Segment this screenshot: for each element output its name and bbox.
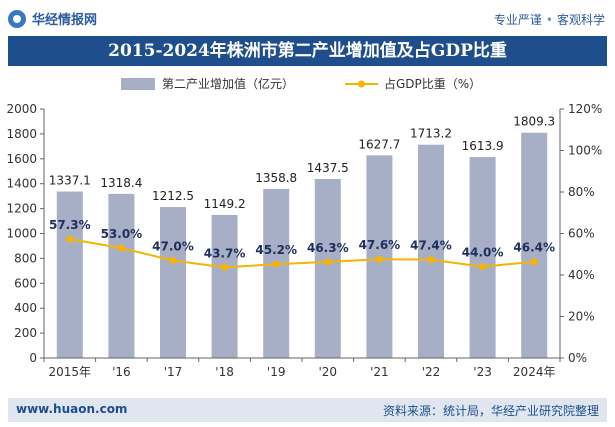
footer: www.huaon.com 资料来源：统计局，华经产业研究院整理 — [8, 398, 607, 422]
x-tick-label: '17 — [164, 365, 183, 379]
line-value-label: 46.3% — [307, 241, 349, 255]
line-point — [66, 235, 74, 243]
line-point — [324, 258, 332, 266]
y-left-tick-label: 1600 — [6, 152, 37, 166]
bar-value-label: 1627.7 — [358, 137, 400, 151]
y-right-tick-label: 80% — [568, 185, 595, 199]
y-left-tick-label: 1200 — [6, 202, 37, 216]
y-right-tick-label: 60% — [568, 227, 595, 241]
line-point — [117, 244, 125, 252]
line-value-label: 43.7% — [204, 246, 246, 260]
separator-dot-icon: • — [545, 13, 553, 27]
chart: 第二产业增加值（亿元） 占GDP比重（%） 0 200 400 600 800 1000 120… — [6, 76, 602, 379]
bar — [418, 144, 444, 358]
legend-line-marker — [358, 80, 365, 88]
x-tick-label: '18 — [215, 365, 234, 379]
x-tick-label: '16 — [112, 365, 131, 379]
legend-bar-swatch — [121, 78, 155, 90]
bar — [314, 179, 341, 358]
logo-icon — [8, 9, 26, 28]
line-value-label: 57.3% — [49, 218, 91, 232]
bar-value-label: 1613.9 — [462, 139, 504, 153]
line-value-label: 47.6% — [359, 238, 401, 252]
footer-source: 资料来源：统计局，华经产业研究院整理 — [382, 404, 599, 418]
bar-value-label: 1809.3 — [513, 115, 555, 129]
y-left-tick-label: 0 — [29, 351, 37, 365]
line-value-label: 53.0% — [101, 227, 143, 241]
y-left-tick-label: 800 — [14, 251, 37, 265]
bar — [160, 207, 186, 358]
y-left-tick-label: 1400 — [6, 177, 37, 191]
x-tick-label: '20 — [319, 365, 338, 379]
bar-value-label: 1358.8 — [255, 171, 297, 185]
x-tick-label: 2024年 — [513, 365, 556, 379]
line-point — [427, 256, 435, 264]
bar-value-label: 1149.2 — [204, 197, 246, 211]
x-tick-label: '22 — [422, 365, 441, 379]
line-point — [530, 258, 538, 266]
line-value-label: 47.0% — [152, 239, 194, 253]
y-left-tick-label: 600 — [14, 276, 37, 290]
bar-value-label: 1437.5 — [307, 161, 349, 175]
footer-website[interactable]: www.huaon.com — [16, 402, 128, 416]
x-tick-label: '23 — [473, 365, 492, 379]
line-point — [479, 263, 487, 271]
line-value-label: 46.4% — [513, 241, 555, 255]
title-bar: 2015-2024年株洲市第二产业增加值及占GDP比重 — [8, 36, 607, 66]
line-value-label: 44.0% — [462, 246, 504, 260]
line-point — [272, 260, 280, 268]
logo-text: 华经情报网 — [32, 13, 98, 28]
y-left-tick-label: 2000 — [6, 102, 37, 116]
bar — [469, 157, 496, 358]
y-right-tick-label: 40% — [568, 268, 595, 282]
chart-title: 2015-2024年株洲市第二产业增加值及占GDP比重 — [108, 41, 507, 61]
line-point — [221, 263, 229, 271]
y-right-tick-label: 100% — [568, 144, 602, 158]
bar-value-label: 1212.5 — [152, 189, 194, 203]
x-tick-label: 2015年 — [49, 365, 92, 379]
bar — [263, 188, 290, 358]
tag-professional: 专业严谨 — [493, 13, 542, 27]
header-tags: 专业严谨 • 客观科学 — [494, 11, 605, 28]
header: 华经情报网 专业严谨 • 客观科学 — [0, 0, 615, 36]
bar-value-label: 1318.4 — [100, 176, 142, 190]
bar-value-label: 1337.1 — [49, 174, 91, 188]
y-left-tick-label: 1800 — [6, 127, 37, 141]
legend-line-label: 占GDP比重（%） — [384, 76, 481, 91]
bar — [108, 193, 135, 358]
bar — [56, 191, 83, 358]
line-value-label: 47.4% — [410, 239, 452, 253]
line-point — [169, 256, 177, 264]
y-right-tick-label: 0% — [568, 351, 587, 365]
line-value-label: 45.2% — [255, 243, 297, 257]
tag-objective: 客观科学 — [556, 13, 605, 27]
logo[interactable]: 华经情报网 — [8, 9, 97, 28]
y-left-tick-label: 400 — [14, 301, 37, 315]
line-point — [375, 255, 383, 263]
share-line — [69, 238, 535, 269]
y-right-tick-label: 120% — [568, 102, 602, 116]
y-right-tick-label: 20% — [568, 310, 595, 324]
legend-bar-label: 第二产业增加值（亿元） — [162, 76, 294, 91]
bar-value-label: 1713.2 — [410, 127, 452, 141]
y-left-tick-label: 1000 — [6, 227, 37, 241]
x-tick-label: '19 — [267, 365, 286, 379]
bar — [521, 132, 548, 358]
bar — [211, 214, 238, 358]
x-tick-label: '21 — [370, 365, 389, 379]
y-left-tick-label: 200 — [14, 326, 37, 340]
